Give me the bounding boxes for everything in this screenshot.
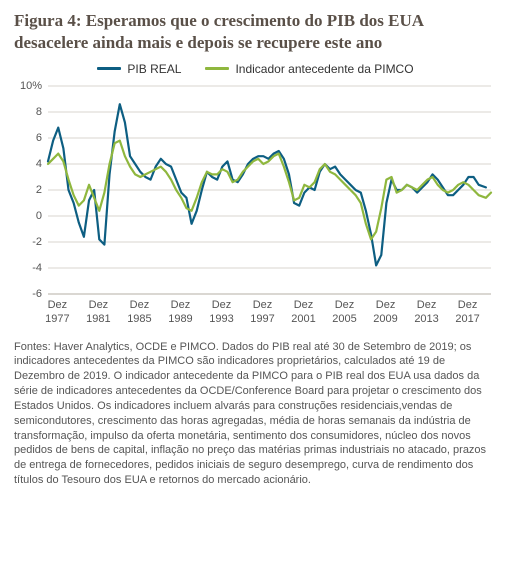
svg-text:2: 2 [36, 183, 42, 195]
svg-text:4: 4 [36, 157, 42, 169]
svg-text:1981: 1981 [86, 313, 110, 325]
legend: PIB REAL Indicador antecedente da PIMCO [14, 62, 497, 76]
svg-text:Dez: Dez [89, 299, 109, 311]
svg-text:Dez: Dez [171, 299, 191, 311]
svg-text:Dez: Dez [458, 299, 478, 311]
svg-text:Dez: Dez [130, 299, 150, 311]
chart-area: -6 -4 -2 0 2 4 6 8 10% Dez 1977 Dez 1981 Dez 1985 Dez 19… [14, 80, 497, 330]
svg-text:Dez: Dez [48, 299, 68, 311]
svg-text:-6: -6 [32, 287, 42, 299]
legend-item-pimco: Indicador antecedente da PIMCO [205, 62, 413, 76]
svg-text:1997: 1997 [250, 313, 274, 325]
svg-text:0: 0 [36, 209, 42, 221]
svg-text:2017: 2017 [455, 313, 479, 325]
line-chart: -6 -4 -2 0 2 4 6 8 10% Dez 1977 Dez 1981 Dez 1985 Dez 19… [14, 80, 497, 330]
svg-text:Dez: Dez [212, 299, 232, 311]
svg-text:6: 6 [36, 131, 42, 143]
svg-text:Dez: Dez [417, 299, 437, 311]
svg-text:Dez: Dez [253, 299, 273, 311]
svg-text:2013: 2013 [414, 313, 438, 325]
legend-item-pib: PIB REAL [97, 62, 181, 76]
svg-text:-4: -4 [32, 261, 42, 273]
svg-text:1985: 1985 [127, 313, 151, 325]
svg-text:1989: 1989 [168, 313, 192, 325]
svg-text:10%: 10% [20, 80, 42, 92]
svg-text:Dez: Dez [294, 299, 314, 311]
legend-label-pib: PIB REAL [127, 62, 181, 76]
figure-title: Figura 4: Esperamos que o crescimento do… [14, 10, 497, 54]
source-note: Fontes: Haver Analytics, OCDE e PIMCO. D… [14, 340, 497, 488]
svg-text:2009: 2009 [373, 313, 397, 325]
svg-text:Dez: Dez [376, 299, 396, 311]
legend-label-pimco: Indicador antecedente da PIMCO [235, 62, 413, 76]
svg-text:2001: 2001 [291, 313, 315, 325]
svg-text:1993: 1993 [209, 313, 233, 325]
svg-text:8: 8 [36, 105, 42, 117]
svg-text:2005: 2005 [332, 313, 356, 325]
legend-swatch-pimco [205, 67, 229, 70]
svg-text:Dez: Dez [335, 299, 355, 311]
legend-swatch-pib [97, 67, 121, 70]
svg-text:-2: -2 [32, 235, 42, 247]
svg-text:1977: 1977 [45, 313, 69, 325]
